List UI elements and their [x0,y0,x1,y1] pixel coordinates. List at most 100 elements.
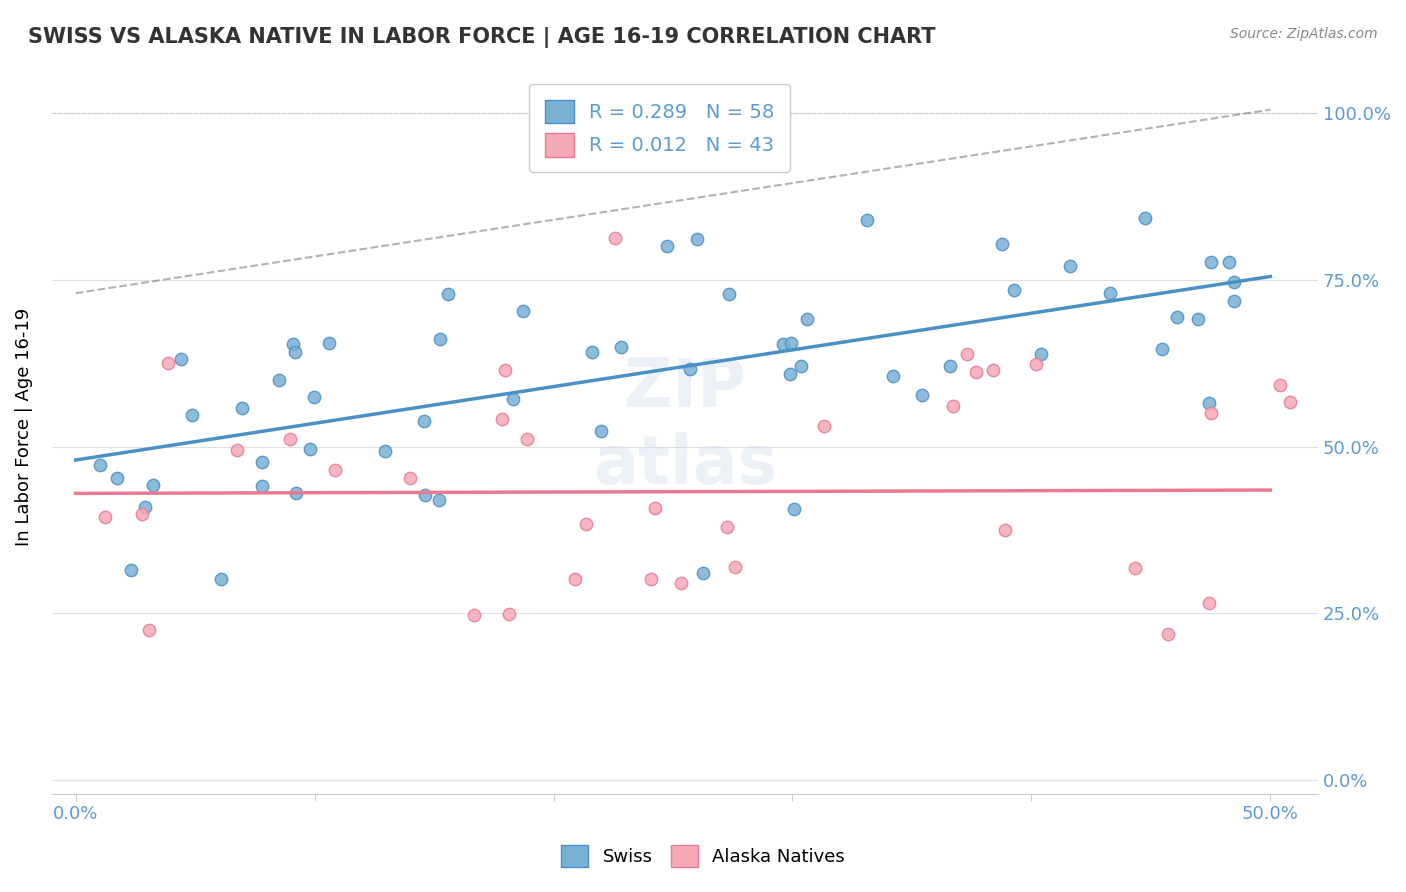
Point [1031,347,1053,361]
Point [591,424,613,438]
Point [134,500,156,514]
Text: Source: ZipAtlas.com: Source: ZipAtlas.com [1230,27,1378,41]
Point [686,232,709,246]
Point [281,337,304,351]
Point [1150,343,1173,357]
Point [1278,395,1301,409]
Point [657,239,679,253]
Point [494,363,516,377]
Point [939,359,962,373]
Point [298,442,321,456]
Point [516,433,538,447]
Point [882,368,904,383]
Point [1157,627,1180,641]
Point [644,500,666,515]
Point [779,368,801,382]
Point [318,335,340,350]
Point [783,501,806,516]
Point [280,432,302,446]
Text: ZIP
atlas: ZIP atlas [593,355,778,498]
Point [429,332,451,346]
Point [983,363,1005,377]
Point [640,572,662,586]
Point [1099,286,1122,301]
Point [1198,596,1220,610]
Point [302,390,325,404]
Point [1198,396,1220,410]
Point [772,337,794,351]
Point [724,559,747,574]
Text: SWISS VS ALASKA NATIVE IN LABOR FORCE | AGE 16-19 CORRELATION CHART: SWISS VS ALASKA NATIVE IN LABOR FORCE | … [28,27,935,48]
Point [1223,293,1246,308]
Point [231,401,253,416]
Point [1268,378,1291,392]
Point [609,340,631,354]
Point [1369,578,1392,592]
Point [142,478,165,492]
Point [990,237,1012,252]
Point [856,213,879,227]
Point [131,507,153,521]
Point [412,414,434,428]
Point [269,373,291,387]
Point [1123,560,1146,574]
Point [813,419,835,434]
Point [956,347,979,361]
Point [581,344,603,359]
Point [1324,572,1347,586]
Point [512,304,534,318]
Point [226,443,249,458]
Point [498,607,520,621]
Point [796,312,818,326]
Point [502,392,524,406]
Point [1133,211,1156,226]
Point [156,356,179,370]
Point [1166,310,1188,324]
Point [250,478,273,492]
Point [942,399,965,413]
Y-axis label: In Labor Force | Age 16-19: In Labor Force | Age 16-19 [15,308,32,546]
Point [669,576,692,591]
Point [209,572,232,586]
Point [1059,259,1081,273]
Point [779,335,801,350]
Point [181,408,204,422]
Point [1002,283,1025,297]
Point [437,287,460,301]
Point [966,365,988,379]
Point [1187,312,1209,326]
Point [1025,357,1047,371]
Point [94,510,117,524]
Point [285,486,308,500]
Point [138,624,160,638]
Point [491,411,513,425]
Point [603,230,626,244]
Point [717,286,740,301]
Point [427,492,450,507]
Point [692,566,714,581]
Point [284,344,307,359]
Legend: Swiss, Alaska Natives: Swiss, Alaska Natives [554,838,852,874]
Point [105,471,128,485]
Point [170,352,193,367]
Point [120,563,142,577]
Point [716,520,738,534]
Point [1199,406,1222,420]
Point [323,463,346,477]
Point [575,517,598,532]
Point [1201,255,1223,269]
Point [89,458,111,473]
Point [399,471,422,485]
Point [1218,255,1240,269]
Point [250,455,273,469]
Point [564,572,586,586]
Point [374,443,396,458]
Point [463,607,485,622]
Point [790,359,813,373]
Point [994,523,1017,537]
Point [910,388,932,402]
Point [1223,275,1246,289]
Point [413,488,436,502]
Point [679,361,702,376]
Legend: R = 0.289   N = 58, R = 0.012   N = 43: R = 0.289 N = 58, R = 0.012 N = 43 [529,84,790,172]
